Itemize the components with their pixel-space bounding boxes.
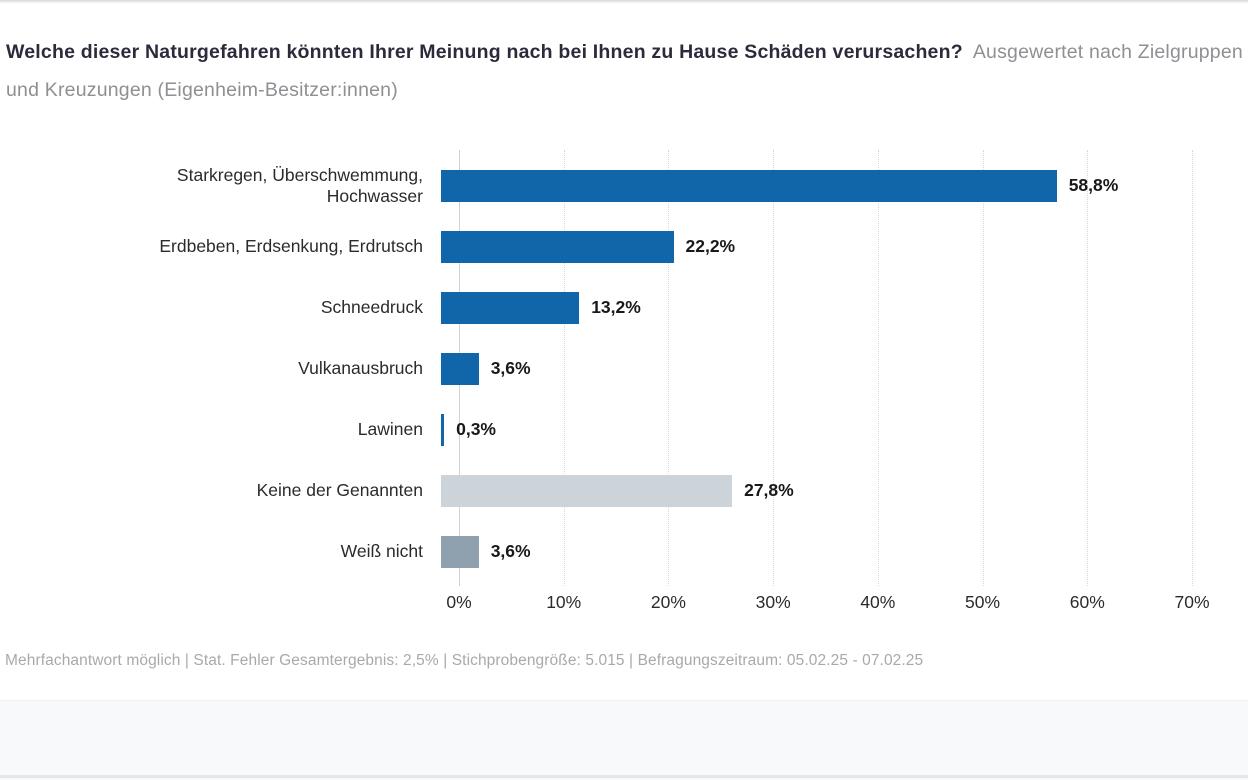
- bar[interactable]: [441, 291, 580, 324]
- bar-value: 13,2%: [591, 297, 641, 317]
- gridline: [563, 150, 565, 586]
- bar-value: 27,8%: [744, 480, 794, 500]
- top-divider: [0, 0, 1248, 3]
- gridline: [1192, 150, 1193, 586]
- bar-label: Vulkanausbruch: [298, 358, 423, 378]
- bar-zone: 0,3%: [441, 413, 1230, 446]
- bar-value: 3,6%: [490, 541, 531, 561]
- bar-label: Keine der Genannten: [256, 480, 423, 500]
- bar-row: Erdbeben, Erdsenkung, Erdrutsch 22,2%: [0, 216, 1248, 277]
- chart-subtitle: Ausgewertet nach Zielgruppen und Kreuzun…: [6, 41, 1243, 101]
- bar[interactable]: [441, 535, 479, 568]
- bar-zone: 3,6%: [441, 535, 1230, 568]
- bar-value: 22,2%: [685, 236, 736, 256]
- chart-title: Welche dieser Naturgefahren könnten Ihre…: [6, 33, 1246, 109]
- chart-question: Welche dieser Naturgefahren könnten Ihre…: [6, 41, 963, 63]
- bar-zone: 27,8%: [441, 474, 1230, 507]
- bottom-divider: [0, 775, 1248, 778]
- bar-zone: 58,8%: [441, 169, 1230, 202]
- bar[interactable]: [441, 169, 1057, 202]
- bar[interactable]: [441, 474, 733, 507]
- bar[interactable]: [441, 413, 445, 446]
- x-axis: 0% 10% 20% 30% 40% 50% 60% 70%: [446, 592, 1209, 618]
- bar-row: Vulkanausbruch 3,6%: [0, 338, 1248, 399]
- bar-row: Schneedruck 13,2%: [0, 277, 1248, 338]
- bar-zone: 3,6%: [441, 352, 1230, 385]
- gridline: [668, 150, 670, 586]
- bar-label: Starkregen, Überschwemmung, Hochwasser: [176, 164, 423, 206]
- bar[interactable]: [441, 230, 674, 263]
- x-tick-label: 0%: [446, 592, 472, 612]
- bottom-panel: [0, 700, 1248, 780]
- bar-row: Starkregen, Überschwemmung, Hochwasser 58…: [0, 155, 1248, 216]
- bar-label: Schneedruck: [320, 297, 423, 317]
- gridline: [773, 150, 775, 586]
- x-tick-label: 10%: [546, 592, 582, 612]
- x-tick-label: 60%: [1069, 592, 1105, 612]
- footnote: Mehrfachantwort möglich | Stat. Fehler G…: [5, 652, 924, 669]
- bar-row: Weiß nicht 3,6%: [0, 521, 1248, 582]
- bar-chart: Starkregen, Überschwemmung, Hochwasser 58…: [0, 150, 1248, 620]
- x-tick-label: 20%: [650, 592, 686, 612]
- x-tick-label: 70%: [1174, 592, 1210, 612]
- x-tick-label: 30%: [755, 592, 791, 612]
- gridline: [877, 150, 879, 586]
- bar-label: Erdbeben, Erdsenkung, Erdrutsch: [159, 236, 423, 256]
- gridline: [1087, 150, 1089, 586]
- x-tick-label: 50%: [965, 592, 1001, 612]
- gridline: [982, 150, 984, 586]
- bar-value: 0,3%: [456, 419, 496, 439]
- bar-value: 58,8%: [1068, 175, 1119, 195]
- bar-label: Weiß nicht: [340, 541, 423, 561]
- bar-zone: 22,2%: [441, 230, 1230, 263]
- bar[interactable]: [441, 352, 479, 385]
- bar-label: Lawinen: [357, 419, 423, 439]
- bar-row: Keine der Genannten 27,8%: [0, 460, 1248, 521]
- bar-value: 3,6%: [490, 358, 531, 378]
- bar-zone: 13,2%: [441, 291, 1230, 324]
- bar-rows: Starkregen, Überschwemmung, Hochwasser 58…: [0, 155, 1248, 582]
- bar-row: Lawinen 0,3%: [0, 399, 1248, 460]
- x-tick-label: 40%: [860, 592, 896, 612]
